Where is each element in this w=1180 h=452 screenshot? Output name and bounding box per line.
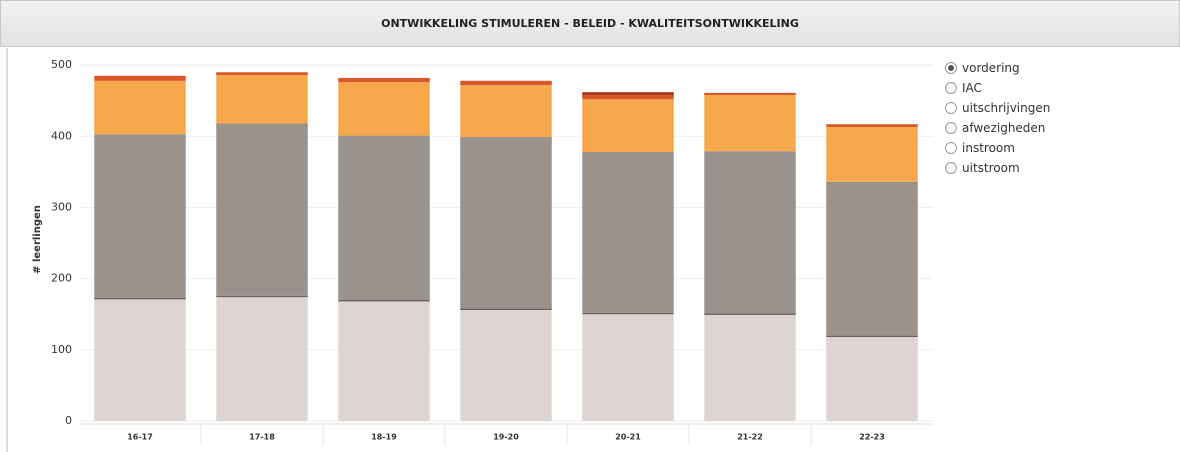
bar-segment [338, 300, 430, 302]
radio-label: vordering [962, 61, 1020, 75]
bar-segment [826, 124, 918, 128]
radio-label: uitschrijvingen [962, 101, 1051, 115]
bar-segment [582, 151, 674, 313]
x-tick-label: 16-17 [127, 433, 153, 442]
bar-segment [94, 80, 186, 135]
radio-label: IAC [962, 81, 982, 95]
bar-segment [582, 95, 674, 100]
bar-segment [460, 309, 552, 421]
radio-option[interactable]: vordering [945, 58, 1050, 78]
bar-segment [582, 92, 674, 96]
x-tick-label: 17-18 [249, 433, 275, 442]
bar-segment [460, 308, 552, 310]
x-tick-label: 18-19 [371, 433, 397, 442]
bar-segment [94, 75, 186, 81]
bar-segment [704, 92, 796, 96]
radio-option[interactable]: instroom [945, 138, 1050, 158]
bar-segment [216, 72, 308, 76]
bar-segment [460, 137, 552, 309]
radio-label: afwezigheden [962, 121, 1046, 135]
bar-segment [826, 337, 918, 421]
bar-segment [704, 151, 796, 314]
header-title: ONTWIKKELING STIMULEREN - BELEID - KWALI… [0, 0, 1180, 47]
bar-segment [94, 297, 186, 300]
radio-button[interactable] [945, 62, 957, 74]
bar-segment [216, 75, 308, 124]
y-tick-label: 400 [51, 129, 72, 142]
bar-segment [338, 82, 430, 136]
bar-segment [460, 80, 552, 86]
y-tick-label: 500 [51, 58, 72, 71]
radio-option[interactable]: IAC [945, 78, 1050, 98]
bar-segment [826, 335, 918, 338]
radio-button[interactable] [945, 82, 957, 94]
x-tick-label: 21-22 [737, 433, 763, 442]
x-tick-label: 20-21 [615, 433, 641, 442]
bar-segment [216, 297, 308, 421]
radio-button[interactable] [945, 162, 957, 174]
y-axis-label: # leerlingen [32, 205, 43, 274]
x-tick-label: 22-23 [859, 433, 885, 442]
bar-segment [216, 295, 308, 298]
bar-segment [582, 314, 674, 421]
chart: 0 100 200 300 400 500 # leerlingen 16-17 17-18 18… [6, 48, 933, 452]
radio-button[interactable] [945, 142, 957, 154]
radio-option[interactable]: uitschrijvingen [945, 98, 1050, 118]
bar-segment [704, 314, 796, 421]
bar-segment [216, 123, 308, 296]
bar-segment [94, 134, 186, 298]
radio-label: uitstroom [962, 161, 1020, 175]
x-tick-label: 19-20 [493, 433, 519, 442]
radio-button[interactable] [945, 122, 957, 134]
bar-segment [582, 99, 674, 152]
bar-segment [582, 312, 674, 315]
y-tick-label: 200 [51, 272, 72, 285]
bar-segment [94, 299, 186, 421]
bar-segment [460, 85, 552, 138]
radio-option[interactable]: uitstroom [945, 158, 1050, 178]
y-tick-label: 0 [65, 414, 72, 427]
bar-segment [338, 135, 430, 300]
bar-segment [826, 127, 918, 182]
bar-segment [338, 77, 430, 83]
radio-button[interactable] [945, 102, 957, 114]
y-tick-label: 100 [51, 343, 72, 356]
bar-segment [704, 95, 796, 152]
bar-segment [826, 181, 918, 336]
bar-segment [338, 301, 430, 421]
radio-label: instroom [962, 141, 1015, 155]
radio-list: vordering IAC uitschrijvingen afwezigheden i… [945, 58, 1050, 178]
y-tick-label: 300 [51, 200, 72, 213]
bar-segment [704, 313, 796, 315]
radio-option[interactable]: afwezigheden [945, 118, 1050, 138]
